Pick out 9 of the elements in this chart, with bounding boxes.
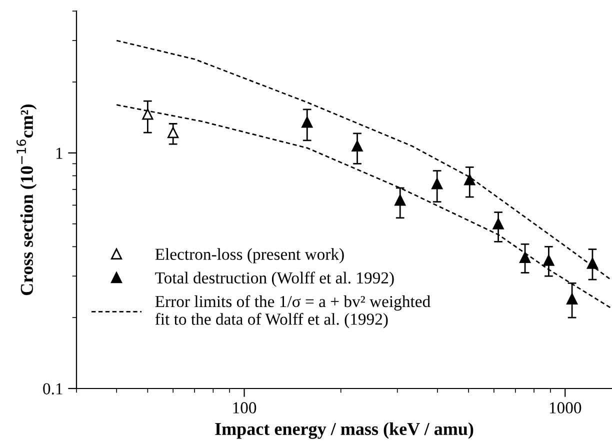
legend-label: Error limits of the 1/σ = a + bv² weighted fit to the data of Wolff et al. (1992) — [155, 295, 430, 328]
y-tick-label: 0.1 — [43, 383, 62, 395]
legend-label: Total destruction (Wolff et al. 1992) — [155, 272, 394, 287]
x-axis-title: Impact energy / mass (keV / amu) — [215, 422, 474, 439]
x-tick-label: 1000 — [550, 402, 582, 414]
x-tick-label: 100 — [233, 402, 256, 414]
y-axis-title: Cross section (10$^{−16}$cm²) — [16, 104, 37, 296]
legend-label: Electron-loss (present work) — [155, 248, 344, 264]
y-tick-label: 1 — [56, 148, 62, 159]
